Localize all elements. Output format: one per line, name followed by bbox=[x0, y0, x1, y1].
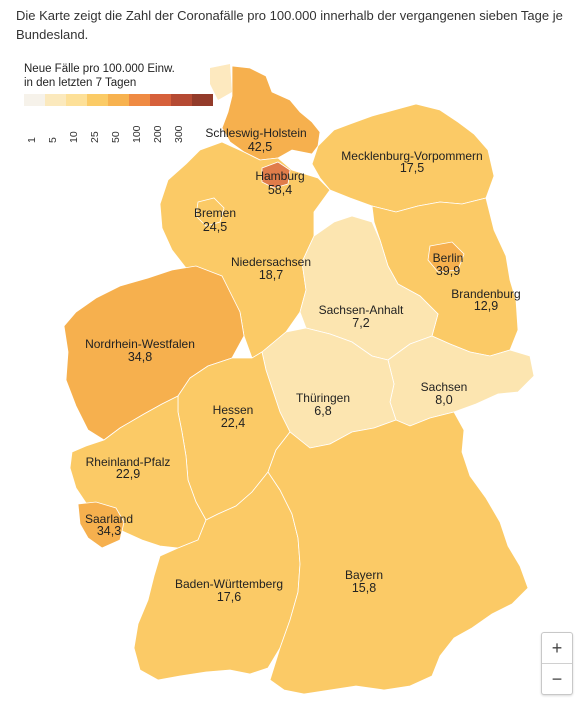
label-saarland: Saarland bbox=[85, 512, 133, 526]
legend-swatch bbox=[66, 94, 87, 106]
state-bremen[interactable] bbox=[195, 197, 225, 227]
value-bayern: 15,8 bbox=[352, 581, 376, 595]
state-saarland[interactable] bbox=[77, 501, 125, 549]
label-rheinland-pfalz: Rheinland-Pfalz bbox=[86, 455, 171, 469]
map-legend: Neue Fälle pro 100.000 Einw. in den letz… bbox=[24, 62, 234, 143]
state-bayern[interactable] bbox=[267, 411, 529, 695]
zoom-in-button[interactable]: + bbox=[551, 638, 563, 658]
legend-swatch bbox=[192, 94, 213, 106]
legend-swatch bbox=[171, 94, 192, 106]
legend-swatch bbox=[87, 94, 108, 106]
state-hamburg[interactable] bbox=[261, 161, 291, 189]
zoom-out-button[interactable]: − bbox=[542, 663, 572, 694]
label-brandenburg: Brandenburg bbox=[451, 287, 520, 301]
state-mecklenburg-vorpommern[interactable] bbox=[311, 103, 495, 213]
value-saarland: 34,3 bbox=[97, 524, 121, 538]
label-niedersachsen: Niedersachsen bbox=[231, 255, 311, 269]
legend-title-line1: Neue Fälle pro 100.000 Einw. bbox=[24, 63, 175, 75]
label-mecklenburg-vorpommern: Mecklenburg-Vorpommern bbox=[341, 149, 482, 163]
label-sachsen-anhalt: Sachsen-Anhalt bbox=[319, 303, 404, 317]
value-baden-wuerttemberg: 17,6 bbox=[217, 590, 241, 604]
value-niedersachsen: 18,7 bbox=[259, 268, 283, 282]
zoom-control: + − bbox=[541, 632, 573, 695]
state-labels: Schleswig-Holstein 42,5 Hamburg 58,4 Mec… bbox=[85, 126, 521, 604]
label-sachsen: Sachsen bbox=[421, 380, 468, 394]
legend-title-line2: in den letzten 7 Tagen bbox=[24, 77, 137, 89]
legend-swatch bbox=[129, 94, 150, 106]
legend-swatch bbox=[150, 94, 171, 106]
value-brandenburg: 12,9 bbox=[474, 299, 498, 313]
label-thueringen: Thüringen bbox=[296, 391, 350, 405]
value-hamburg: 58,4 bbox=[268, 183, 292, 197]
value-berlin: 39,9 bbox=[436, 264, 460, 278]
label-berlin: Berlin bbox=[433, 251, 464, 265]
state-berlin[interactable] bbox=[427, 241, 465, 273]
label-bayern: Bayern bbox=[345, 568, 383, 582]
legend-swatch bbox=[45, 94, 66, 106]
label-hamburg: Hamburg bbox=[255, 169, 304, 183]
value-mecklenburg-vorpommern: 17,5 bbox=[400, 161, 424, 175]
value-bremen: 24,5 bbox=[203, 220, 227, 234]
state-schleswig-holstein[interactable] bbox=[221, 65, 321, 161]
label-hessen: Hessen bbox=[213, 403, 254, 417]
map-description: Die Karte zeigt die Zahl der Coronafälle… bbox=[16, 8, 563, 42]
label-nordrhein-westfalen: Nordrhein-Westfalen bbox=[85, 337, 195, 351]
value-nordrhein-westfalen: 34,8 bbox=[128, 350, 152, 364]
label-schleswig-holstein: Schleswig-Holstein bbox=[205, 126, 306, 140]
value-sachsen-anhalt: 7,2 bbox=[352, 316, 369, 330]
value-rheinland-pfalz: 22,9 bbox=[116, 467, 140, 481]
label-bremen: Bremen bbox=[194, 206, 236, 220]
legend-color-scale bbox=[24, 94, 234, 106]
value-sachsen: 8,0 bbox=[435, 393, 452, 407]
legend-swatch bbox=[24, 94, 45, 106]
value-schleswig-holstein: 42,5 bbox=[248, 140, 272, 154]
state-island-sh bbox=[210, 64, 232, 100]
label-baden-wuerttemberg: Baden-Württemberg bbox=[175, 577, 283, 591]
value-hessen: 22,4 bbox=[221, 416, 245, 430]
legend-swatch bbox=[108, 94, 129, 106]
value-thueringen: 6,8 bbox=[314, 404, 331, 418]
